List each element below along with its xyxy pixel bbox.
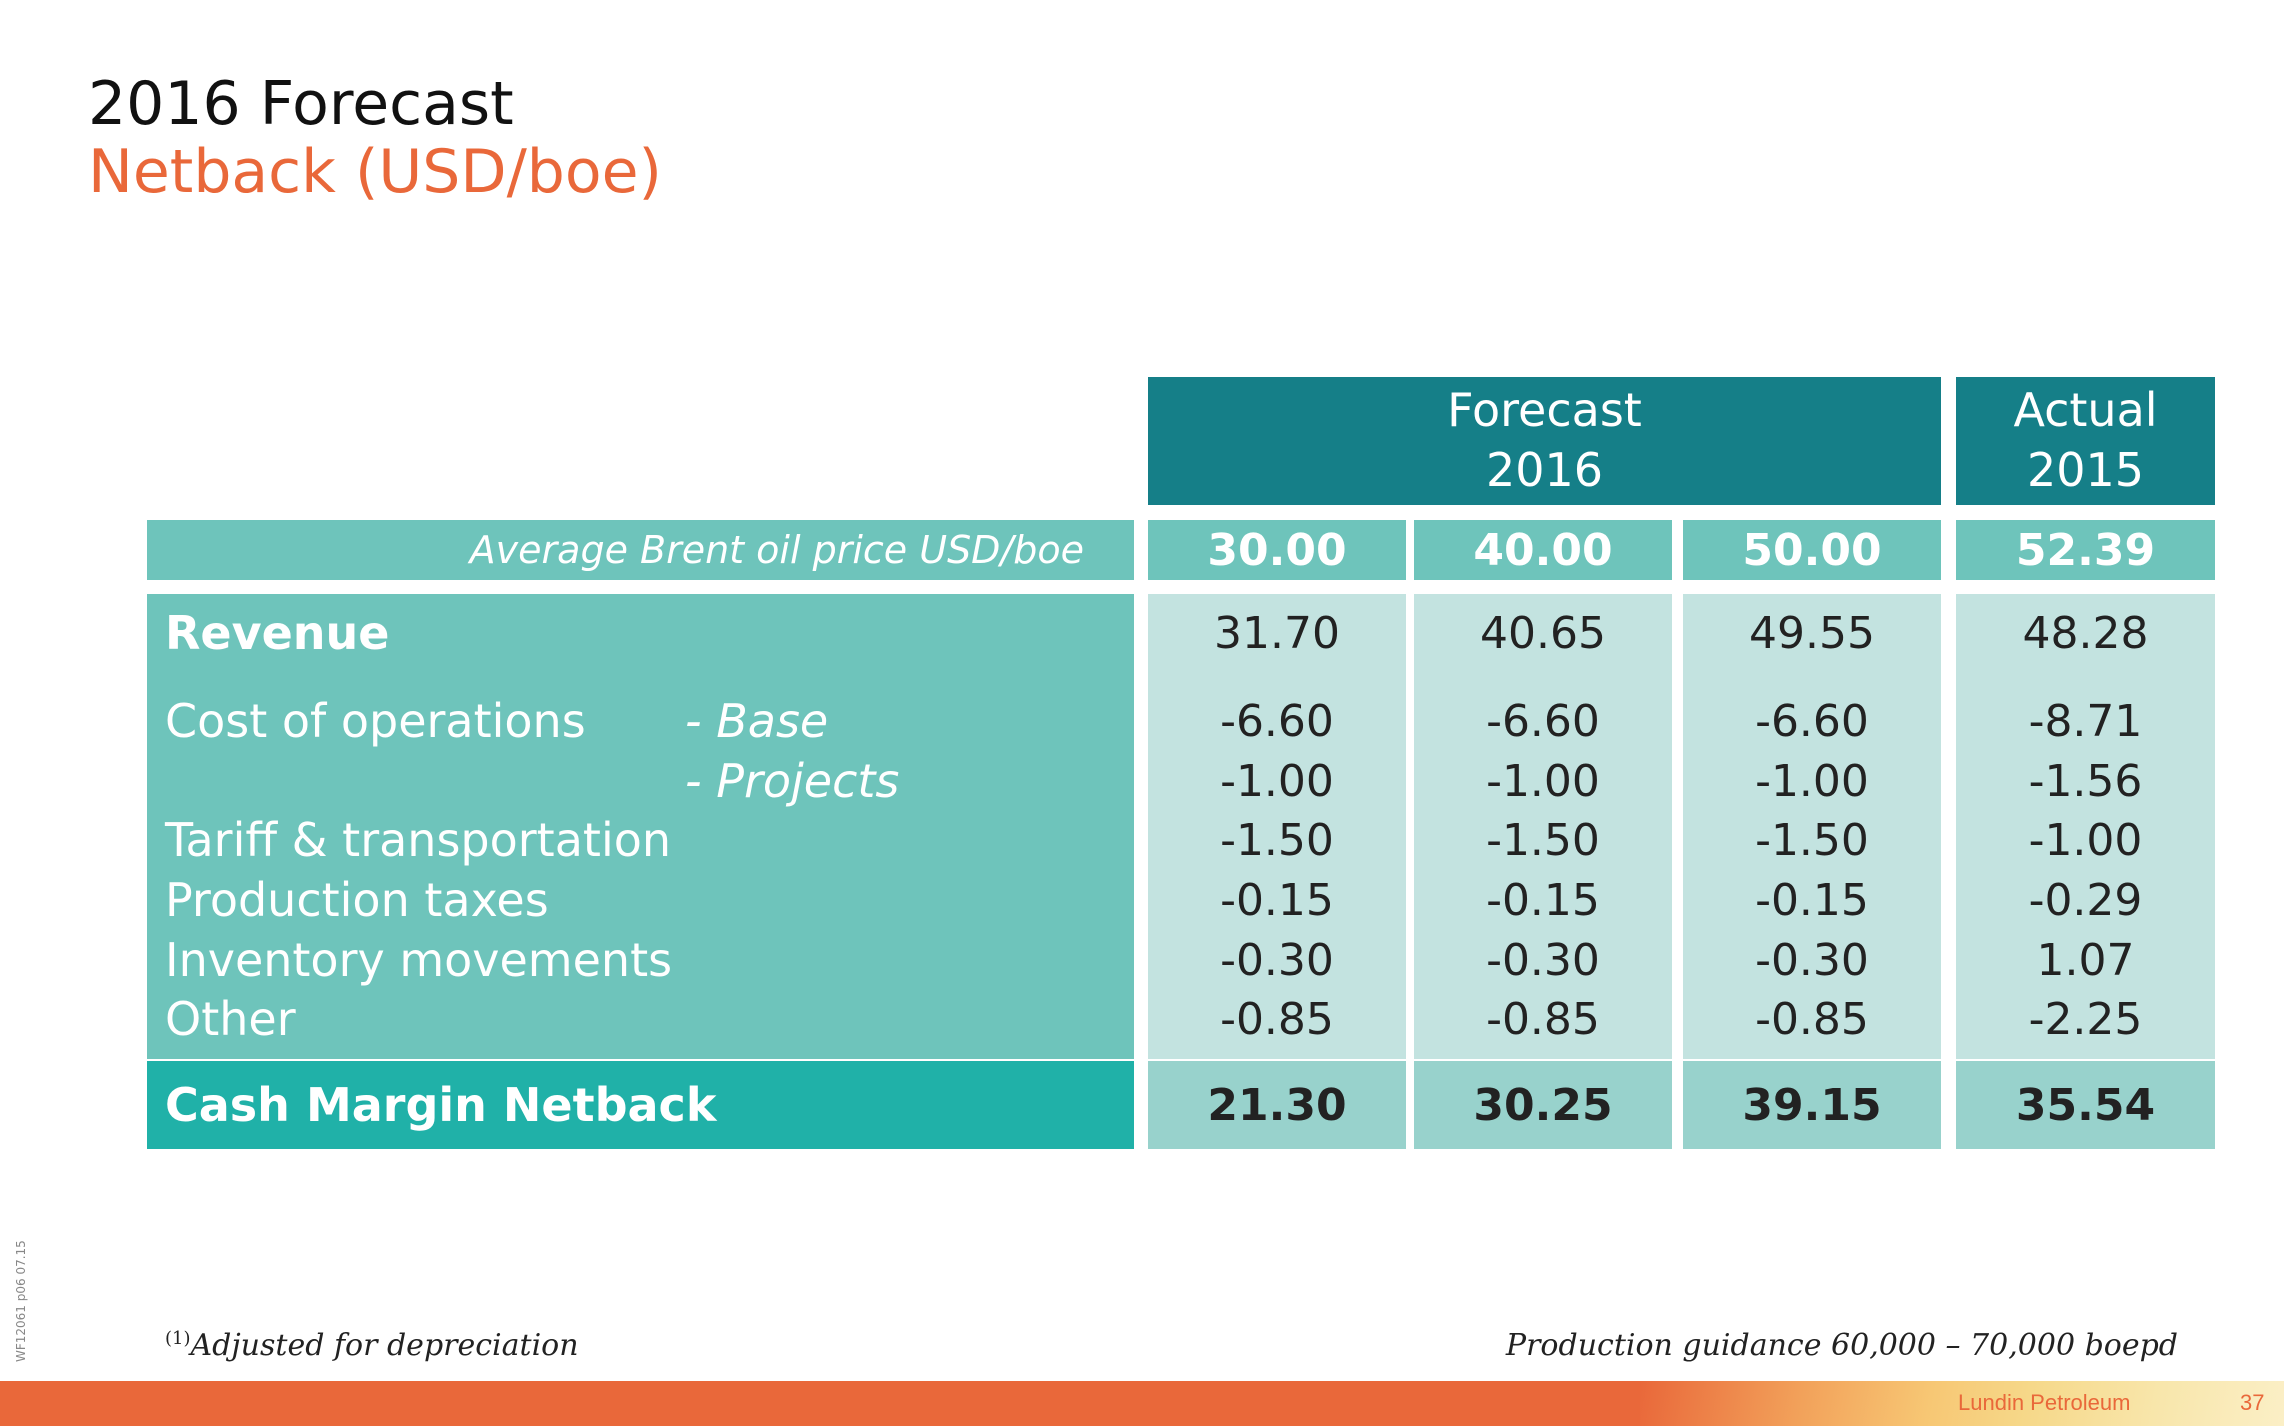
values-column-40: 40.65 -6.60 -1.00 -1.50 -0.15 -0.30 -0.8… <box>1414 594 1672 1059</box>
table-cell: -1.56 <box>2028 756 2143 807</box>
footnote-text: Adjusted for depreciation <box>190 1328 579 1363</box>
table-cell: -6.60 <box>1220 696 1334 747</box>
footer-decoration <box>1640 1381 2284 1426</box>
total-value: 35.54 <box>1956 1061 2215 1149</box>
table-cell: -6.60 <box>1755 696 1869 747</box>
actual-header-label: Actual <box>2013 383 2158 438</box>
table-cell: -0.85 <box>1486 994 1600 1045</box>
brent-price-value: 50.00 <box>1683 520 1941 580</box>
brent-price-label: Average Brent oil price USD/boe <box>147 520 1134 580</box>
table-cell: -1.00 <box>1220 756 1334 807</box>
company-name: Lundin Petroleum <box>1958 1390 2131 1415</box>
table-cell: -6.60 <box>1486 696 1600 747</box>
values-column-30: 31.70 -6.60 -1.00 -1.50 -0.15 -0.30 -0.8… <box>1148 594 1406 1059</box>
table-cell: -0.29 <box>2028 875 2143 926</box>
row-label-other: Other <box>165 992 296 1046</box>
row-sub-projects: - Projects <box>685 754 900 808</box>
table-cell: -1.00 <box>1755 756 1869 807</box>
actual-header: Actual 2015 <box>1956 377 2215 505</box>
table-cell: -1.50 <box>1220 815 1334 866</box>
production-guidance: Production guidance 60,000 – 70,000 boep… <box>1505 1328 2178 1363</box>
table-cell: 31.70 <box>1214 608 1340 659</box>
forecast-header: Forecast 2016 <box>1148 377 1941 505</box>
footnote: (1)Adjusted for depreciation <box>165 1328 579 1363</box>
forecast-header-label: Forecast <box>1447 383 1642 438</box>
table-cell: -0.15 <box>1220 875 1334 926</box>
table-cell: -0.30 <box>1220 935 1334 986</box>
table-cell: -1.50 <box>1755 815 1869 866</box>
table-cell: -0.15 <box>1486 875 1600 926</box>
row-label-inventory-movements: Inventory movements <box>165 933 673 987</box>
table-cell: 1.07 <box>2036 935 2135 986</box>
table-cell: -1.00 <box>1486 756 1600 807</box>
table-cell: -0.85 <box>1755 994 1869 1045</box>
page-subtitle: Netback (USD/boe) <box>88 137 662 207</box>
table-cell: -1.00 <box>2028 815 2143 866</box>
actual-header-year: 2015 <box>2026 443 2145 497</box>
table-cell: 48.28 <box>2022 608 2149 659</box>
table-cell: -0.15 <box>1755 875 1869 926</box>
total-label: Cash Margin Netback <box>147 1061 1134 1149</box>
page-number: 37 <box>2240 1390 2265 1415</box>
row-label-production-taxes: Production taxes <box>165 873 549 927</box>
table-cell: -0.85 <box>1220 994 1334 1045</box>
forecast-header-year: 2016 <box>1485 443 1604 497</box>
page-title: 2016 Forecast <box>88 69 514 139</box>
brent-price-value: 40.00 <box>1414 520 1672 580</box>
document-code: WF12061 p06 07.15 <box>14 1240 28 1362</box>
brent-price-value: 30.00 <box>1148 520 1406 580</box>
table-cell: -1.50 <box>1486 815 1600 866</box>
row-label-cost-of-operations: Cost of operations <box>165 694 586 748</box>
values-column-50: 49.55 -6.60 -1.00 -1.50 -0.15 -0.30 -0.8… <box>1683 594 1941 1059</box>
table-cell: -2.25 <box>2028 994 2143 1045</box>
footnote-marker: (1) <box>165 1328 191 1349</box>
row-labels: Revenue Cost of operations - Base - Proj… <box>147 594 1134 1059</box>
table-cell: 49.55 <box>1749 608 1875 659</box>
row-label-revenue: Revenue <box>165 606 390 660</box>
total-value: 39.15 <box>1683 1061 1941 1149</box>
row-sub-base: - Base <box>685 694 829 748</box>
table-cell: -0.30 <box>1755 935 1869 986</box>
values-column-actual-2015: 48.28 -8.71 -1.56 -1.00 -0.29 1.07 -2.25 <box>1956 594 2215 1059</box>
table-cell: -0.30 <box>1486 935 1600 986</box>
row-label-tariff: Tariff & transportation <box>165 813 672 867</box>
table-cell: -8.71 <box>2028 696 2143 747</box>
total-value: 21.30 <box>1148 1061 1406 1149</box>
table-cell: 40.65 <box>1480 608 1606 659</box>
brent-price-value: 52.39 <box>1956 520 2215 580</box>
total-value: 30.25 <box>1414 1061 1672 1149</box>
